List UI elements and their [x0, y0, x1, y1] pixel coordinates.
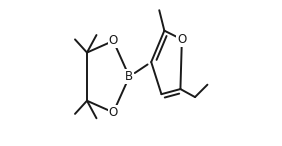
Text: O: O — [109, 106, 118, 119]
Text: O: O — [177, 33, 186, 46]
Text: B: B — [125, 70, 133, 83]
Text: O: O — [109, 34, 118, 47]
